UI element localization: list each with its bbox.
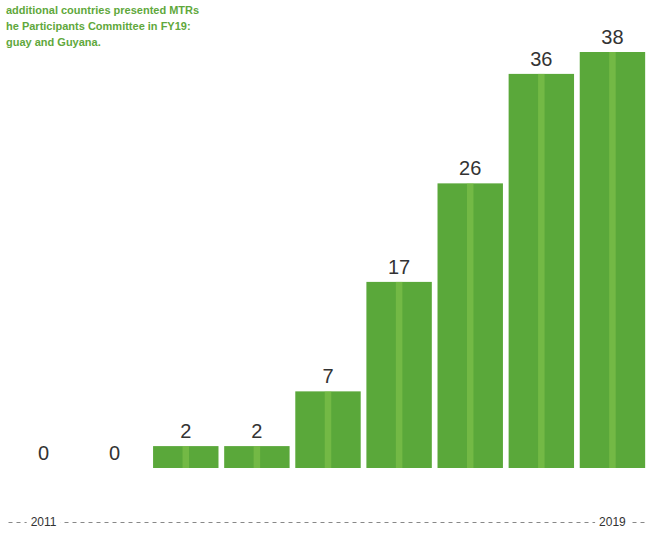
data-label: 26 xyxy=(459,157,481,179)
data-label: 38 xyxy=(601,26,623,48)
annotation: additional countries presented MTRs he Pa… xyxy=(6,4,199,48)
bar-accent xyxy=(538,74,545,468)
x-axis: 2011 2019 xyxy=(9,514,649,530)
bar xyxy=(295,391,360,468)
bar-accent xyxy=(254,446,261,468)
bar xyxy=(509,74,574,468)
bar-accent xyxy=(183,446,190,468)
tick-label: 2011 xyxy=(31,515,57,529)
bar xyxy=(366,282,431,468)
bar xyxy=(438,183,503,468)
tick: 2019 xyxy=(595,514,630,530)
bar xyxy=(224,446,289,468)
bar xyxy=(153,446,218,468)
tick: 2011 xyxy=(27,514,61,530)
chart: additional countries presented MTRs he Pa… xyxy=(0,0,656,535)
label-background xyxy=(27,514,61,530)
data-label: 7 xyxy=(322,365,333,387)
data-label: 0 xyxy=(109,442,120,464)
annotation-line: additional countries presented MTRs xyxy=(6,4,199,16)
bar-accent xyxy=(396,282,403,468)
label-background xyxy=(595,514,630,530)
bar xyxy=(580,52,645,468)
data-label: 0 xyxy=(38,442,49,464)
bar xyxy=(11,468,76,469)
bar-accent xyxy=(111,468,118,469)
tick-label: 2019 xyxy=(599,515,626,529)
data-label: 17 xyxy=(388,256,410,278)
data-label: 36 xyxy=(530,48,552,70)
annotation-line: guay and Guyana. xyxy=(6,36,101,48)
bar-accent xyxy=(609,52,616,468)
annotation-line: he Participants Committee in FY19: xyxy=(6,20,191,32)
bar xyxy=(82,468,147,469)
axis-line xyxy=(9,522,649,523)
data-label: 2 xyxy=(251,420,262,442)
data-labels: 0 0 2 2 7 17 26 36 38 xyxy=(38,26,624,464)
bars xyxy=(153,52,645,468)
bar-accent xyxy=(467,183,474,468)
data-label: 2 xyxy=(180,420,191,442)
bar-accent xyxy=(325,391,332,468)
bar-accent xyxy=(40,468,47,469)
